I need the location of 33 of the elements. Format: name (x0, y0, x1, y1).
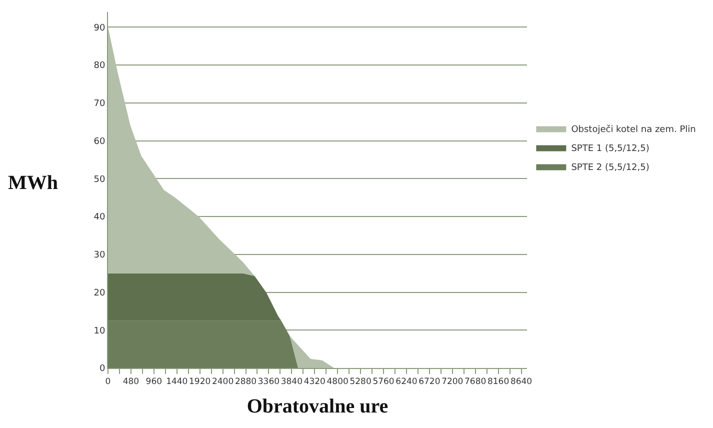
x-tick-label: 7200 (442, 377, 464, 388)
legend-label: SPTE 2 (5,5/12,5) (571, 162, 650, 173)
y-axis-title: MWh (8, 172, 58, 194)
x-tick-label: 8160 (487, 377, 510, 388)
x-tick-label: 3840 (280, 377, 302, 388)
x-tick-label: 2880 (234, 377, 257, 388)
y-tick-label: 40 (94, 212, 106, 223)
x-tick-label: 6240 (396, 377, 418, 388)
y-tick-label: 70 (94, 99, 106, 110)
x-tick-label: 3360 (258, 377, 280, 388)
x-axis-title: Obratovalne ure (246, 396, 388, 418)
x-tick-label: 8640 (510, 377, 532, 388)
y-tick-label: 60 (94, 136, 106, 147)
y-tick-label: 80 (94, 61, 106, 72)
y-tick-label: 20 (94, 288, 106, 298)
x-tick-label: 960 (146, 377, 162, 388)
legend-label: SPTE 1 (5,5/12,5) (571, 144, 650, 154)
x-tick-label: 1440 (166, 377, 188, 388)
y-tick-label: 10 (94, 326, 106, 336)
x-tick-label: 7680 (464, 377, 486, 388)
x-tick-label: 4320 (304, 377, 326, 388)
x-tick-label: 2400 (212, 377, 234, 388)
x-tick-label: 4800 (326, 377, 348, 388)
x-tick-label: 6720 (418, 377, 440, 388)
y-tick-label: 0 (99, 364, 106, 374)
y-tick-label: 90 (94, 23, 106, 34)
x-tick-label: 5760 (372, 377, 394, 388)
y-tick-label: 30 (94, 250, 106, 261)
legend-label: Obstoječi kotel na zem. Plin (571, 124, 696, 135)
x-tick-label: 1920 (189, 377, 211, 388)
x-tick-label: 480 (122, 377, 140, 388)
y-tick-label: 50 (94, 174, 106, 185)
x-tick-label: 5280 (350, 377, 372, 388)
